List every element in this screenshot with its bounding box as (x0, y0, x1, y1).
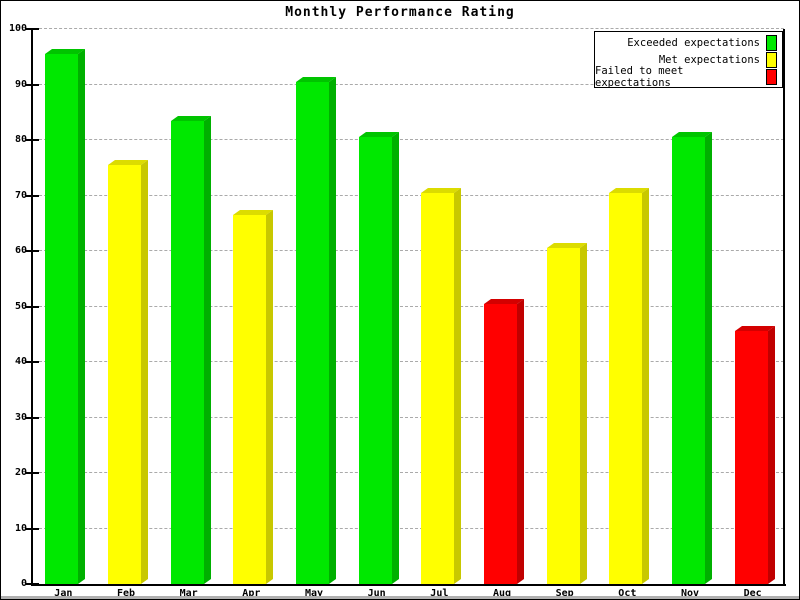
legend-label-exceeded: Exceeded expectations (627, 36, 760, 49)
bar-jun (359, 137, 392, 584)
y-tick-label: 80 (14, 134, 27, 145)
legend-swatch-met-icon (766, 51, 777, 68)
x-axis (31, 584, 786, 586)
legend-item-exceeded: Exceeded expectations (595, 34, 782, 51)
gridline (34, 472, 784, 473)
x-label-dec: Dec (743, 588, 762, 599)
bar-top-jan (45, 49, 85, 54)
x-label-nov: Nov (680, 588, 700, 599)
y-tick-label: 100 (8, 23, 27, 34)
y-tick-label: 90 (14, 78, 27, 90)
bar-side-jun (392, 132, 399, 584)
gridline (34, 194, 784, 196)
bar-mar (171, 121, 204, 584)
plot-right-border (783, 29, 785, 586)
x-label-sep: Sep (555, 588, 574, 599)
bar-oct (609, 193, 642, 584)
bar-top-jun (359, 132, 399, 137)
x-label-mar: Mar (179, 588, 198, 599)
gridline (34, 361, 784, 362)
bar-side-jan (78, 49, 85, 584)
bar-side-may (329, 77, 336, 584)
bar-top-feb (108, 160, 148, 165)
y-tick-label: 30 (14, 411, 27, 423)
bar-side-dec (768, 326, 775, 584)
bar-dec (735, 331, 768, 584)
bar-jan (45, 54, 78, 584)
bar-side-feb (141, 160, 148, 584)
bar-top-jul (421, 188, 461, 193)
gridline (34, 305, 784, 307)
gridline (34, 250, 784, 251)
y-tick-label: 60 (14, 245, 27, 256)
bar-apr (233, 215, 266, 584)
bar-side-oct (642, 188, 649, 584)
y-tick-label: 50 (14, 300, 27, 312)
bar-side-mar (204, 116, 211, 584)
bar-side-jul (454, 188, 461, 584)
bar-top-nov (672, 132, 712, 137)
legend-item-met: Met expectations (595, 51, 782, 68)
legend: Exceeded expectations Met expectations F… (594, 31, 783, 89)
x-label-aug: Aug (492, 588, 512, 599)
image-bottom-shadow (1, 596, 799, 599)
y-tick-label: 0 (20, 578, 27, 589)
bar-top-may (296, 77, 336, 82)
bar-aug (484, 304, 517, 584)
y-tick-label: 20 (14, 467, 27, 478)
x-label-jul: Jul (430, 588, 449, 599)
x-label-jun: Jun (367, 588, 386, 599)
y-tick-label: 70 (14, 189, 27, 201)
legend-item-failed: Failed to meet expectations (595, 65, 782, 89)
y-tick-label: 40 (14, 356, 27, 367)
gridline (34, 28, 784, 29)
legend-swatch-exceeded-icon (766, 34, 777, 51)
bar-top-apr (233, 210, 273, 215)
bar-side-aug (517, 299, 524, 584)
bar-may (296, 82, 329, 584)
y-tick-label: 10 (14, 522, 27, 534)
bar-top-dec (735, 326, 775, 331)
bar-top-sep (547, 243, 587, 248)
bar-feb (108, 165, 141, 584)
x-label-oct: Oct (618, 588, 637, 599)
gridline (34, 139, 784, 140)
gridline (34, 527, 784, 529)
x-label-jan: Jan (54, 588, 73, 599)
x-label-may: May (304, 588, 324, 599)
bar-top-aug (484, 299, 524, 304)
bar-top-oct (609, 188, 649, 193)
legend-swatch-failed-icon (766, 68, 777, 85)
bar-side-nov (705, 132, 712, 584)
chart-title: Monthly Performance Rating (285, 5, 515, 20)
gridline (34, 416, 784, 418)
x-label-feb: Feb (116, 588, 136, 599)
gridline (34, 83, 784, 85)
bar-side-sep (580, 243, 587, 584)
bar-sep (547, 248, 580, 584)
bar-top-mar (171, 116, 211, 121)
legend-label-failed: Failed to meet expectations (595, 64, 684, 89)
bar-jul (421, 193, 454, 584)
y-axis (31, 29, 33, 586)
bar-side-apr (266, 210, 273, 584)
legend-label-met: Met expectations (658, 53, 760, 66)
bar-nov (672, 137, 705, 584)
x-label-apr: Apr (242, 588, 261, 599)
